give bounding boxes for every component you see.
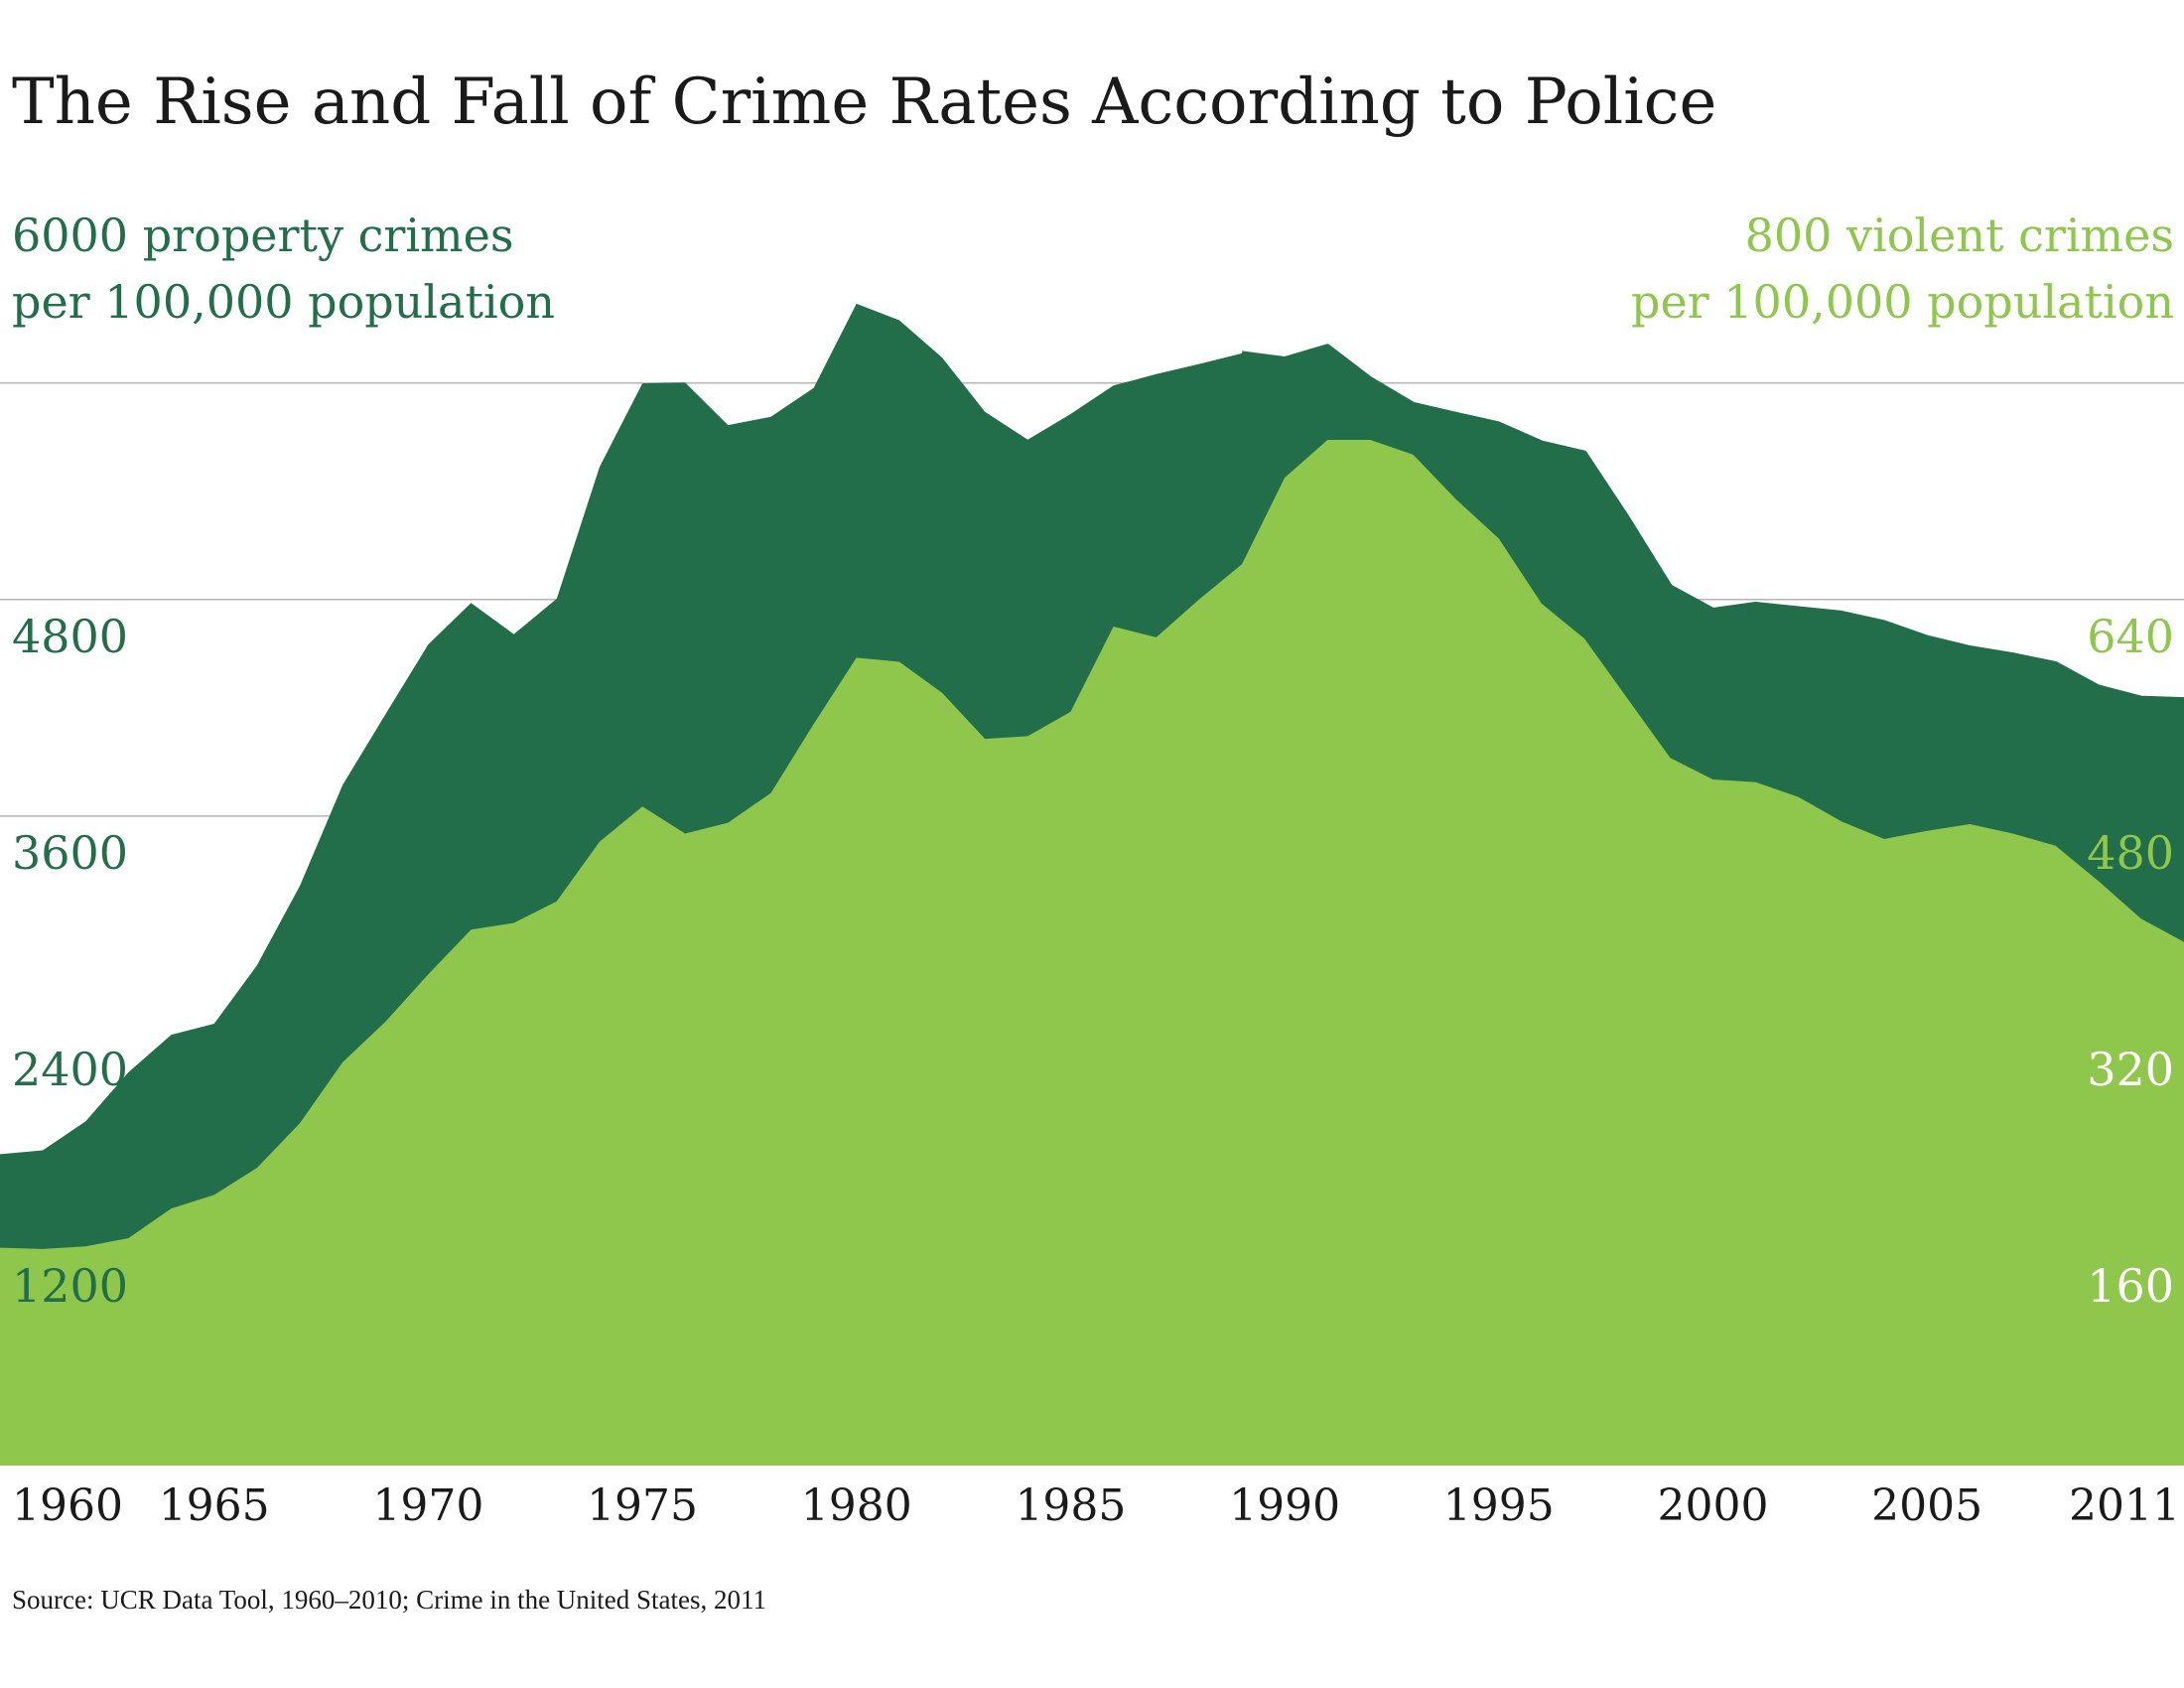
x-tick-label: 1995 — [1443, 1480, 1555, 1531]
lines — [1241, 344, 2184, 703]
x-tick-label: 1985 — [1015, 1480, 1126, 1531]
right-axis-tick-label: 640 — [2087, 610, 2174, 663]
left-axis-tick-label: 4800 — [12, 610, 128, 663]
labels: 1960 1965 1970 1975 1980 1985 1990 1995 2000 2005… — [12, 209, 2180, 1531]
x-tick-label: 2000 — [1657, 1480, 1768, 1531]
x-tick-label: 1975 — [587, 1480, 698, 1531]
violent-crime-area — [0, 440, 2184, 1466]
right-axis-tick-label: 320 — [2087, 1043, 2174, 1096]
left-axis-unit-line1: 6000 property crimes — [12, 209, 513, 262]
right-axis-unit-line2: per 100,000 population — [1631, 275, 2174, 329]
x-tick-label: 1960 — [12, 1480, 123, 1531]
left-axis-tick-label: 3600 — [12, 826, 128, 880]
areas — [0, 303, 2184, 1466]
left-axis-tick-label: 1200 — [12, 1259, 128, 1313]
x-tick-label: 1970 — [372, 1480, 483, 1531]
chart-title: The Rise and Fall of Crime Rates Accordi… — [12, 66, 1717, 139]
x-tick-label: 1980 — [801, 1480, 912, 1531]
left-axis-tick-label: 2400 — [12, 1043, 128, 1096]
right-axis-tick-label: 160 — [2087, 1259, 2174, 1313]
x-tick-label: 1965 — [159, 1480, 270, 1531]
property-crime-line — [1241, 344, 2184, 703]
right-axis-tick-label: 480 — [2087, 826, 2174, 880]
x-tick-label: 2005 — [1871, 1480, 1982, 1531]
x-tick-label: 1990 — [1229, 1480, 1340, 1531]
x-tick-label: 2011 — [2069, 1480, 2180, 1531]
left-axis-unit-line2: per 100,000 population — [12, 275, 555, 329]
right-axis-unit-line1: 800 violent crimes — [1745, 209, 2174, 262]
source-note: Source: UCR Data Tool, 1960–2010; Crime … — [12, 1585, 767, 1615]
